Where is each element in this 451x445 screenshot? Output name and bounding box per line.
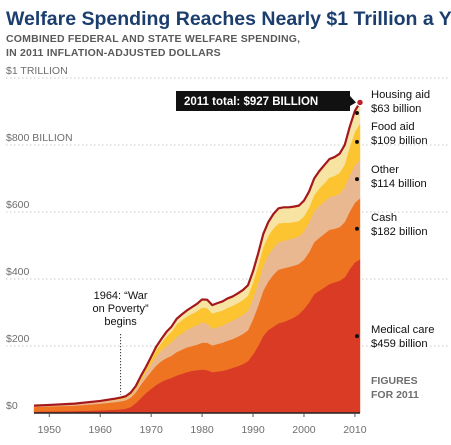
y-tick-label: $1 TRILLION [6, 65, 68, 77]
series-label-amount: $63 billion [371, 103, 421, 115]
series-dot [355, 139, 359, 144]
series-label-name: Other [371, 164, 399, 176]
x-tick-label: 1950 [38, 424, 62, 436]
chart-subtitle-line-2: IN 2011 INFLATION-ADJUSTED DOLLARS [6, 47, 221, 59]
series-label-name: Food aid [371, 121, 415, 133]
total-point [356, 98, 364, 107]
y-tick-label: $0 [6, 400, 18, 412]
annotation-text: 1964: “War [94, 290, 148, 302]
total-line [33, 101, 361, 407]
series-label-amount: $182 billion [371, 226, 428, 238]
annotation-text: begins [104, 316, 137, 328]
y-axis-tick-labels: $0 $200 $400 $600 $800 BILLION $1 TRILLION [6, 65, 73, 412]
x-tick-label: 1970 [139, 424, 163, 436]
series-label-amount: $114 billion [371, 178, 427, 190]
series-label-name: Cash [371, 212, 397, 224]
x-tick-label: 1990 [241, 424, 265, 436]
series-dot [355, 111, 359, 116]
series-dot [355, 177, 359, 182]
series-label-name: Medical care [371, 324, 434, 336]
callout-label: 2011 total: $927 BILLION [184, 96, 318, 108]
callout-box [176, 91, 350, 111]
chart-subtitle-line-1: COMBINED FEDERAL AND STATE WELFARE SPEND… [6, 33, 300, 45]
figures-note-text: FIGURES [371, 375, 418, 387]
series-dot [355, 334, 359, 339]
series-label-name: Housing aid [371, 89, 430, 101]
y-tick-label: $800 BILLION [6, 132, 73, 144]
series-label-amount: $109 billion [371, 135, 428, 147]
figures-note: FIGURES FOR 2011 [371, 375, 419, 401]
y-tick-label: $200 [6, 333, 30, 345]
annotation-text: on Poverty” [92, 303, 149, 315]
chart-title: Welfare Spending Reaches Nearly $1 Trill… [6, 8, 451, 30]
series-dot [355, 226, 359, 231]
x-tick-label: 2010 [343, 424, 367, 436]
x-tick-label: 1960 [89, 424, 113, 436]
y-tick-label: $400 [6, 266, 30, 278]
series-label-amount: $459 billion [371, 338, 428, 350]
callout-pointer [350, 96, 356, 106]
series-labels: Medical care $459 billion Cash $182 billion… [355, 89, 434, 350]
stacked-areas [33, 101, 361, 414]
x-tick-label: 2000 [292, 424, 316, 436]
x-tick-label: 1980 [190, 424, 214, 436]
total-callout: 2011 total: $927 BILLION [176, 91, 364, 111]
x-axis [34, 412, 360, 417]
figures-note-text: FOR 2011 [371, 389, 419, 401]
x-axis-tick-labels: 1950 1960 1970 1980 1990 2000 2010 [38, 424, 367, 436]
y-tick-label: $600 [6, 199, 30, 211]
